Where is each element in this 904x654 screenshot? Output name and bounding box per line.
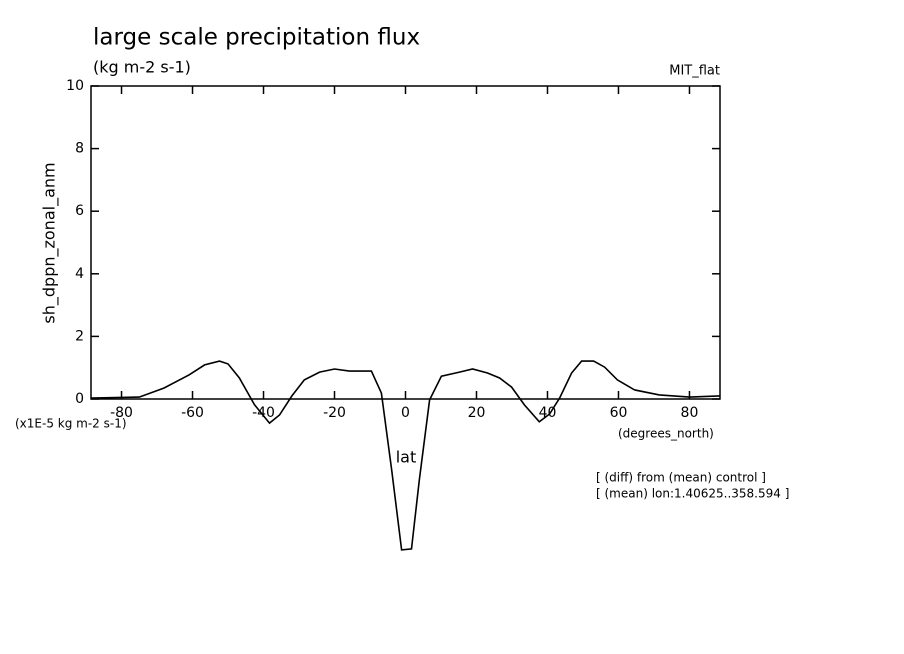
x-tick-label: -60 — [181, 405, 204, 421]
x-tick-label: 0 — [401, 405, 410, 421]
chart-title: large scale precipitation flux — [93, 25, 420, 51]
y-tick-label: 4 — [75, 266, 84, 282]
x-tick-label: -40 — [252, 405, 275, 421]
y-axis-label: sh_dppn_zonal_anm — [40, 162, 60, 323]
note: [ (diff) from (mean) control ] — [596, 471, 766, 485]
y-tick-label: 8 — [75, 141, 84, 157]
x-tick-label: -20 — [323, 405, 346, 421]
y-axis-units: (x1E-5 kg m-2 s-1) — [15, 417, 127, 431]
y-tick-label: 2 — [75, 328, 84, 344]
y-tick-label: 6 — [75, 203, 84, 219]
chart-subtitle: (kg m-2 s-1) — [93, 58, 191, 77]
dataset-label: MIT_flat — [669, 64, 720, 79]
x-axis-label: lat — [396, 448, 417, 467]
x-tick-label: -80 — [110, 405, 133, 421]
x-tick-label: 60 — [610, 405, 628, 421]
y-tick-label: 10 — [66, 78, 84, 94]
y-tick-label: 0 — [75, 391, 84, 407]
plot-frame — [90, 85, 721, 400]
x-axis-units: (degrees_north) — [618, 427, 714, 441]
x-tick-label: 80 — [681, 405, 699, 421]
x-tick-label: 20 — [468, 405, 486, 421]
data-line — [90, 360, 720, 551]
note: [ (mean) lon:1.40625..358.594 ] — [596, 487, 789, 501]
